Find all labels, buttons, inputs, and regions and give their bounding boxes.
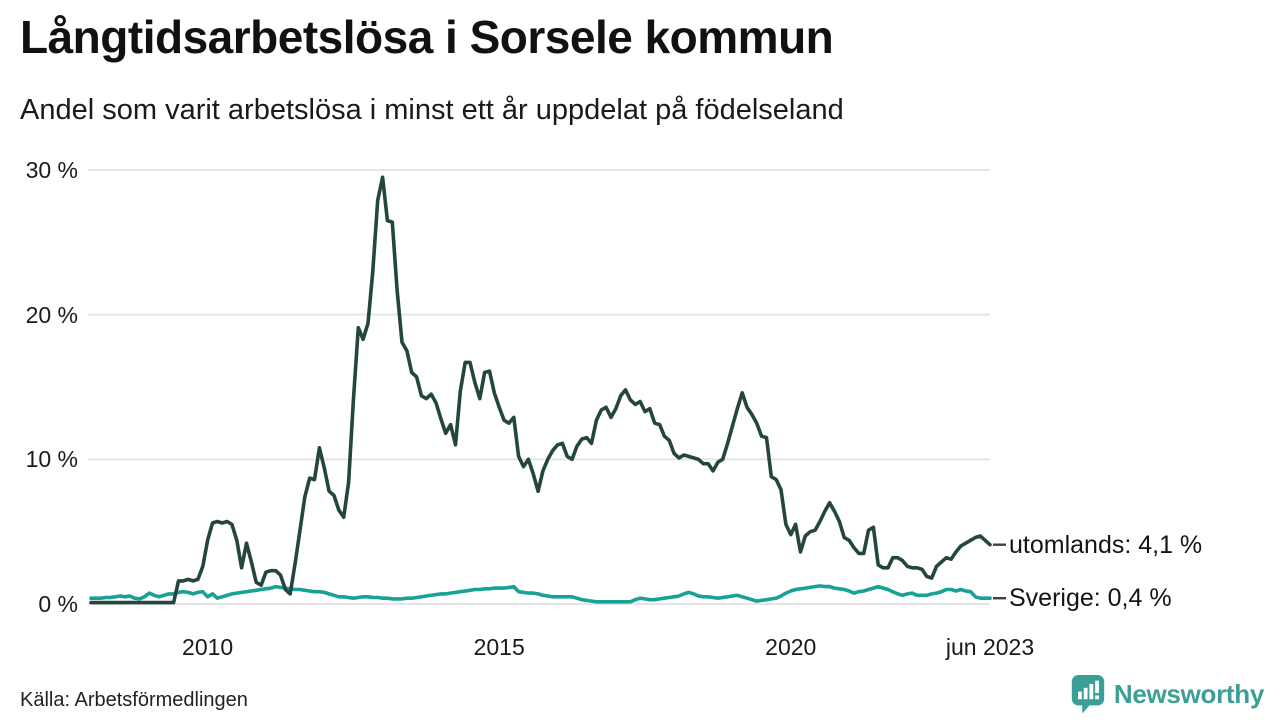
series-end-label-sverige: Sverige: 0,4 % (1009, 584, 1172, 613)
y-tick-label: 20 % (25, 301, 78, 328)
newsworthy-logo: Newsworthy (1070, 674, 1264, 714)
y-tick-label: 0 % (38, 591, 78, 617)
page-title: Långtidsarbetslösa i Sorsele kommun (20, 11, 834, 63)
series-line-utomlands (89, 175, 992, 605)
y-tick-label: 30 % (25, 157, 78, 183)
newsworthy-bubble-chart-icon (1071, 674, 1105, 714)
series-line-Sverige (89, 584, 992, 604)
series-end-label-utomlands: utomlands: 4,1 % (1009, 530, 1203, 559)
newsworthy-logo-text: Newsworthy (1113, 678, 1264, 709)
x-tick-label: 2010 (182, 634, 234, 660)
x-tick-label: 2015 (473, 634, 525, 660)
source-note: Källa: Arbetsförmedlingen (20, 689, 248, 711)
chart-subtitle: Andel som varit arbetslösa i minst ett å… (20, 94, 844, 126)
x-tick-label: jun 2023 (945, 634, 1035, 660)
y-tick-label: 10 % (25, 446, 78, 473)
x-tick-label: 2020 (765, 634, 817, 660)
